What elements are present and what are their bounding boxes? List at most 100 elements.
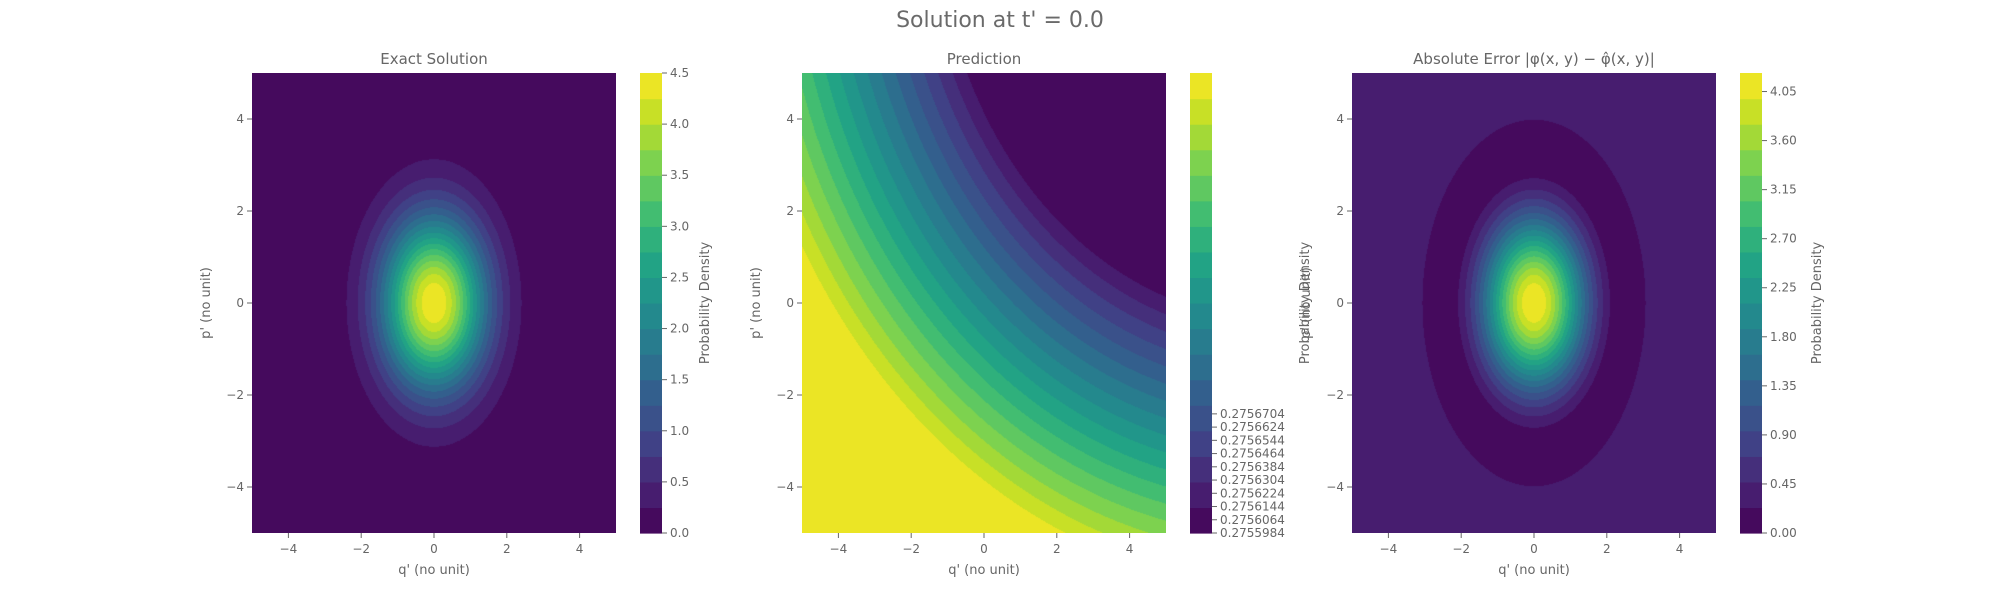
x-axis-ticks: −4 −2 0 2 4 xyxy=(830,533,1133,556)
x-tick-label: −4 xyxy=(830,542,848,556)
y-tick-label: −2 xyxy=(1326,388,1344,402)
panel-error: Absolute Error |φ(x, y) − φ̂(x, y)| −4 −2… xyxy=(1299,50,1825,578)
y-axis-ticks: −4 −2 0 2 4 xyxy=(1326,112,1352,494)
colorbar-band xyxy=(1190,456,1212,483)
colorbar-tick-label: 1.0 xyxy=(670,424,689,438)
colorbar-band xyxy=(1740,124,1762,151)
colorbar-band xyxy=(640,303,662,330)
y-tick-label: 2 xyxy=(236,204,244,218)
figure-suptitle: Solution at t' = 0.0 xyxy=(896,8,1104,33)
colorbar-band xyxy=(1740,98,1762,125)
y-axis-ticks: −4 −2 0 2 4 xyxy=(226,112,252,494)
x-tick-label: 0 xyxy=(980,542,988,556)
colorbar-band xyxy=(1190,430,1212,457)
heatmap-field xyxy=(252,73,616,533)
colorbar-ticks: 0.27559840.27560640.27561440.27562240.27… xyxy=(1212,407,1285,540)
x-axis-label: q' (no unit) xyxy=(398,563,470,578)
colorbar-tick-label: 0.45 xyxy=(1770,477,1797,491)
heatmap-field xyxy=(802,73,1166,533)
colorbar xyxy=(1740,73,1762,534)
colorbar-tick-label: 0.90 xyxy=(1770,428,1797,442)
colorbar-tick-label: 0.2756624 xyxy=(1220,420,1285,434)
colorbar-band xyxy=(640,251,662,279)
colorbar-band xyxy=(640,98,662,125)
colorbar-tick-label: 0.2756384 xyxy=(1220,460,1285,474)
panel-title: Prediction xyxy=(947,50,1022,68)
x-tick-label: −2 xyxy=(902,542,920,556)
colorbar-band xyxy=(640,175,662,202)
colorbar-band xyxy=(640,481,662,509)
colorbar-band xyxy=(1190,507,1212,534)
panel-title: Exact Solution xyxy=(380,50,488,68)
colorbar-band xyxy=(1740,200,1762,227)
colorbar-band xyxy=(640,328,662,355)
x-tick-label: 2 xyxy=(1053,542,1061,556)
colorbar-ticks: 0.00 0.45 0.90 1.35 1.80 2.25 2.70 3.15 3.60 4.05 xyxy=(1762,85,1797,540)
colorbar-tick-label: 4.5 xyxy=(670,66,689,80)
colorbar-label: Probability Density xyxy=(1298,242,1313,365)
x-tick-label: −2 xyxy=(352,542,370,556)
colorbar-band xyxy=(640,456,662,483)
colorbar-band xyxy=(1740,277,1762,304)
colorbar-band xyxy=(1740,481,1762,509)
colorbar-band xyxy=(1190,73,1212,100)
colorbar-band xyxy=(1740,303,1762,330)
colorbar-band xyxy=(1740,379,1762,406)
y-tick-label: 2 xyxy=(786,204,794,218)
plot-area xyxy=(802,73,1166,533)
y-tick-label: 2 xyxy=(1336,204,1344,218)
y-axis-ticks: −4 −2 0 2 4 xyxy=(776,112,802,494)
colorbar-tick-label: 1.5 xyxy=(670,373,689,387)
y-axis-label: p' (no unit) xyxy=(199,267,214,339)
colorbar-band xyxy=(1740,507,1762,534)
y-tick-label: 0 xyxy=(1336,296,1344,310)
y-tick-label: 4 xyxy=(786,112,794,126)
colorbar-band xyxy=(640,507,662,534)
colorbar-band xyxy=(1740,73,1762,100)
colorbar-tick-label: 3.0 xyxy=(670,219,689,233)
x-tick-label: 4 xyxy=(576,542,584,556)
colorbar-band xyxy=(1190,354,1212,381)
colorbar-label: Probability Density xyxy=(698,242,713,365)
colorbar-band xyxy=(1740,149,1762,176)
colorbar-band xyxy=(1190,149,1212,176)
colorbar-band xyxy=(1190,200,1212,227)
colorbar-band xyxy=(1740,456,1762,483)
colorbar-band xyxy=(640,73,662,100)
colorbar-label: Probability Density xyxy=(1810,242,1825,365)
y-tick-label: −4 xyxy=(776,480,794,494)
colorbar-band xyxy=(1740,430,1762,457)
x-axis-label: q' (no unit) xyxy=(948,563,1020,578)
colorbar-band xyxy=(1190,98,1212,125)
colorbar-tick-label: 0.2756224 xyxy=(1220,486,1285,500)
heatmap-field xyxy=(1352,73,1716,533)
colorbar-band xyxy=(1740,354,1762,381)
colorbar-tick-label: 3.15 xyxy=(1770,183,1797,197)
colorbar-band xyxy=(1190,175,1212,202)
y-tick-label: 0 xyxy=(236,296,244,310)
colorbar-band xyxy=(1190,303,1212,330)
panel-title: Absolute Error |φ(x, y) − φ̂(x, y)| xyxy=(1413,50,1655,68)
colorbar-tick-label: 3.5 xyxy=(670,168,689,182)
x-axis-ticks: −4 −2 0 2 4 xyxy=(280,533,584,556)
y-tick-label: 0 xyxy=(786,296,794,310)
colorbar-band xyxy=(1740,405,1762,432)
colorbar-tick-label: 2.5 xyxy=(670,270,689,284)
colorbar-tick-label: 4.05 xyxy=(1770,85,1797,99)
colorbar-band xyxy=(1190,405,1212,432)
plot-area xyxy=(1352,73,1716,533)
y-axis-label: p' (no unit) xyxy=(749,267,764,339)
x-tick-label: 0 xyxy=(1530,542,1538,556)
colorbar-tick-label: 0.2756144 xyxy=(1220,500,1285,514)
x-tick-label: −4 xyxy=(280,542,298,556)
colorbar-tick-label: 3.60 xyxy=(1770,134,1797,148)
colorbar-tick-label: 2.0 xyxy=(670,322,689,336)
colorbar-band xyxy=(640,124,662,151)
colorbar-band xyxy=(1190,481,1212,509)
x-tick-label: 2 xyxy=(503,542,511,556)
x-tick-label: 4 xyxy=(1676,542,1684,556)
colorbar-tick-label: 0.2756304 xyxy=(1220,473,1285,487)
colorbar-tick-label: 4.0 xyxy=(670,117,689,131)
